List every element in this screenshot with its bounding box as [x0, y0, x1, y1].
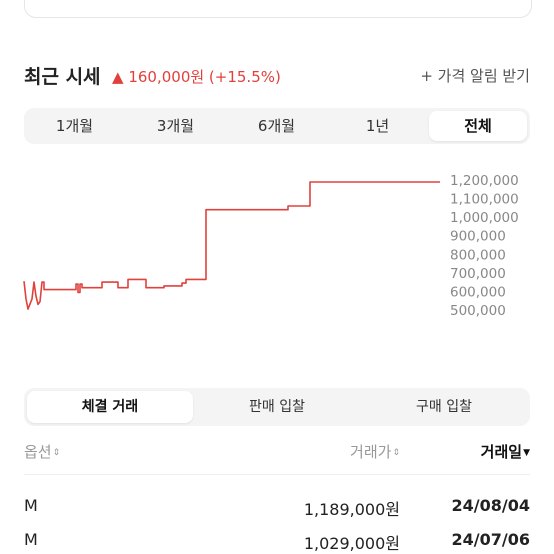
trade-tabs: 체결 거래 판매 입찰 구매 입찰: [24, 388, 530, 426]
table-row: M 1,029,000원 24/07/06: [24, 530, 530, 554]
tab-sell-bids[interactable]: 판매 입찰: [249, 399, 305, 415]
recent-price-header: 최근 시세 ▲ 160,000원 (+15.5%) + 가격 알림 받기: [24, 62, 530, 90]
tab-1-year[interactable]: 1년: [365, 117, 390, 135]
y-tick-label: 500,000: [450, 303, 506, 319]
price-alert-link[interactable]: + 가격 알림 받기: [420, 67, 530, 85]
tab-1-month[interactable]: 1개월: [55, 117, 94, 135]
sort-icon: ⇕: [52, 448, 61, 458]
tab-3-months[interactable]: 3개월: [156, 117, 195, 135]
sort-desc-icon: ▼: [523, 448, 530, 458]
period-tabs: 1개월 3개월 6개월 1년 전체: [24, 108, 530, 144]
row-price: 1,189,000원: [303, 500, 400, 519]
table-header: 옵션⇕ 거래가⇕ 거래일▼: [24, 441, 530, 465]
y-tick-label: 800,000: [450, 247, 506, 263]
tab-completed-trades[interactable]: 체결 거래: [27, 391, 193, 423]
price-change: ▲ 160,000원 (+15.5%): [112, 66, 281, 87]
price-chart: 1,200,000 1,100,000 1,000,000 900,000 800,00…: [23, 173, 519, 319]
y-tick-label: 1,100,000: [450, 192, 519, 208]
tab-6-months[interactable]: 6개월: [257, 117, 296, 135]
tab-buy-bids[interactable]: 구매 입찰: [416, 399, 472, 415]
y-tick-label: 900,000: [450, 229, 506, 245]
y-tick-label: 1,000,000: [450, 210, 519, 226]
section-title: 최근 시세: [24, 66, 101, 88]
price-line: [23, 181, 440, 310]
row-option: M: [24, 530, 38, 549]
tab-all[interactable]: 전체: [429, 111, 527, 141]
table-row: M 1,189,000원 24/08/04: [24, 496, 530, 520]
row-date: 24/08/04: [451, 496, 530, 515]
sort-icon: ⇕: [392, 448, 400, 458]
y-tick-label: 1,200,000: [450, 173, 519, 189]
y-tick-label: 700,000: [450, 266, 506, 282]
row-date: 24/07/06: [451, 530, 530, 549]
up-arrow-icon: ▲: [112, 68, 124, 86]
y-tick-label: 600,000: [450, 284, 506, 300]
date-column-header[interactable]: 거래일▼: [480, 443, 530, 461]
row-price: 1,029,000원: [303, 534, 400, 553]
y-axis-labels: 1,200,000 1,100,000 1,000,000 900,000 800,00…: [450, 173, 519, 319]
price-change-text: 160,000원 (+15.5%): [128, 68, 281, 86]
price-column-header[interactable]: 거래가⇕: [350, 443, 400, 461]
header-divider: [24, 474, 530, 475]
top-card: [24, 0, 532, 18]
row-option: M: [24, 496, 38, 515]
option-column-header[interactable]: 옵션⇕: [24, 443, 61, 461]
